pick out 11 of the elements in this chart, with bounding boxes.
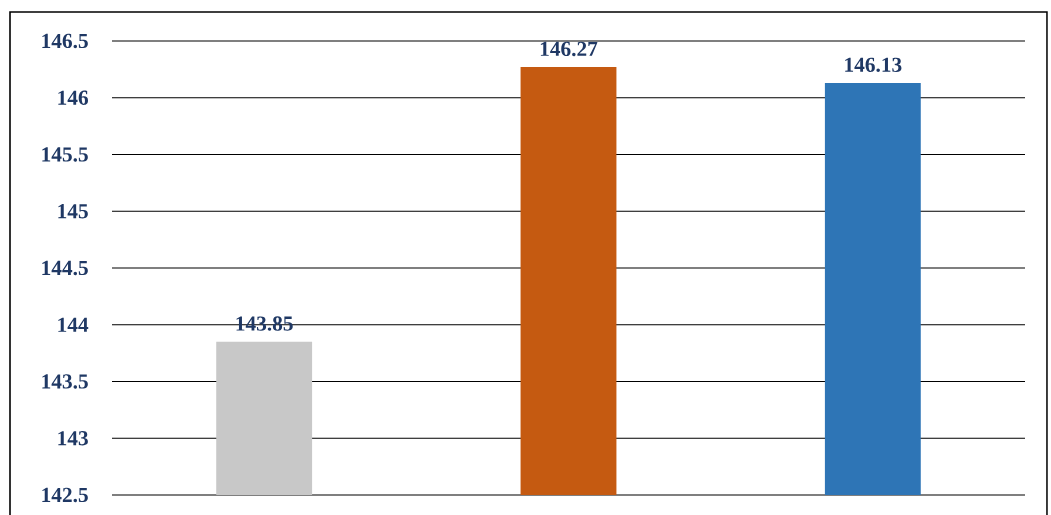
y-tick-label: 142.5 <box>42 487 88 503</box>
data-label: 146.13 <box>845 57 902 73</box>
y-tick-label: 143 <box>58 431 88 446</box>
y-tick-label: 146.5 <box>42 33 88 49</box>
data-label: 146.27 <box>540 41 598 57</box>
y-tick-label: 144.5 <box>42 260 88 276</box>
y-tick-label: 145.5 <box>42 147 88 162</box>
y-tick-label: 143.5 <box>42 374 88 389</box>
y-tick-label: 144 <box>58 317 89 332</box>
y-tick-label: 146 <box>58 90 88 105</box>
y-tick-label: 145 <box>58 204 88 219</box>
